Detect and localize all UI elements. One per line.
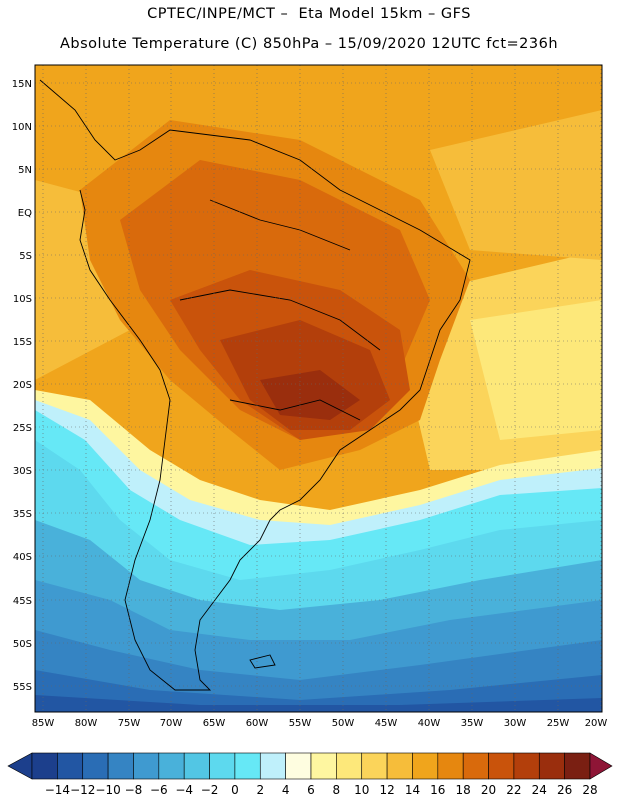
colorbar-label: 24 bbox=[532, 783, 547, 797]
graticule bbox=[35, 65, 602, 712]
lon-label: 30W bbox=[504, 718, 527, 729]
colorbar-cell bbox=[336, 752, 363, 780]
colorbar-cell bbox=[209, 752, 236, 780]
lat-label: 15S bbox=[13, 337, 32, 348]
lat-label: 50S bbox=[13, 639, 32, 650]
lat-label: 30S bbox=[13, 466, 32, 477]
lat-label: EQ bbox=[18, 208, 32, 219]
colorbar-label: 22 bbox=[506, 783, 521, 797]
lon-label: 55W bbox=[289, 718, 312, 729]
colorbar-arrow-low bbox=[7, 752, 33, 780]
lon-label: 60W bbox=[246, 718, 269, 729]
colorbar-cell bbox=[183, 752, 210, 780]
colorbar-cell bbox=[513, 752, 540, 780]
lat-label: 35S bbox=[13, 509, 32, 520]
colorbar-cell bbox=[462, 752, 489, 780]
colorbar-cell bbox=[133, 752, 160, 780]
lon-label: 35W bbox=[461, 718, 484, 729]
lon-label: 50W bbox=[332, 718, 355, 729]
colorbar-cell bbox=[285, 752, 312, 780]
colorbar-cell bbox=[107, 752, 134, 780]
lon-label: 85W bbox=[32, 718, 55, 729]
colorbar-label: −2 bbox=[201, 783, 219, 797]
colorbar-labels: −14 −12 −10 −8 −6 −4 −2 0 2 4 6 8 10 12 14 16 18 20 22 24 26… bbox=[45, 783, 598, 797]
lon-label: 25W bbox=[547, 718, 570, 729]
lat-label: 55S bbox=[13, 682, 32, 693]
colorbar-cell bbox=[412, 752, 439, 780]
colorbar-label: −14 bbox=[45, 783, 70, 797]
lon-label: 80W bbox=[75, 718, 98, 729]
temperature-field bbox=[35, 65, 602, 712]
colorbar-cell bbox=[31, 752, 58, 780]
colorbar-label: 4 bbox=[282, 783, 290, 797]
colorbar-cell bbox=[386, 752, 413, 780]
colorbar-cell bbox=[234, 752, 261, 780]
colorbar-label: −4 bbox=[175, 783, 193, 797]
colorbar-cell bbox=[82, 752, 109, 780]
lat-label: 40S bbox=[13, 552, 32, 563]
colorbar-cell bbox=[57, 752, 84, 780]
colorbar-label: 20 bbox=[481, 783, 496, 797]
temperature-map: 15N 10N 5N EQ 5S 10S 15S 20S 25S 30S 35S… bbox=[12, 64, 608, 729]
lat-label: 20S bbox=[13, 380, 32, 391]
lat-label: 15N bbox=[12, 79, 32, 90]
colorbar-label: −10 bbox=[95, 783, 120, 797]
lon-label: 40W bbox=[418, 718, 441, 729]
colorbar-cell bbox=[310, 752, 337, 780]
colorbar-label: 2 bbox=[256, 783, 264, 797]
colorbar-label: 14 bbox=[405, 783, 420, 797]
colorbar-label: 12 bbox=[379, 783, 394, 797]
colorbar-label: 0 bbox=[231, 783, 239, 797]
lat-label: 10N bbox=[12, 122, 32, 133]
colorbar: −14 −12 −10 −8 −6 −4 −2 0 2 4 6 8 10 12 14 16 18 20 22 24 26… bbox=[7, 752, 613, 797]
colorbar-cell bbox=[259, 752, 286, 780]
lon-tick-labels: 85W 80W 75W 70W 65W 60W 55W 50W 45W 40W … bbox=[32, 718, 608, 729]
colorbar-label: −8 bbox=[125, 783, 143, 797]
colorbar-label: 6 bbox=[307, 783, 315, 797]
colorbar-cell bbox=[361, 752, 388, 780]
lat-label: 5S bbox=[19, 251, 32, 262]
lat-label: 10S bbox=[13, 294, 32, 305]
colorbar-cell bbox=[538, 752, 565, 780]
lon-label: 75W bbox=[118, 718, 141, 729]
colorbar-label: 10 bbox=[354, 783, 369, 797]
colorbar-cell bbox=[488, 752, 515, 780]
colorbar-cell bbox=[564, 752, 591, 780]
lat-label: 5N bbox=[18, 165, 32, 176]
colorbar-cells bbox=[7, 752, 613, 780]
colorbar-label: −6 bbox=[150, 783, 168, 797]
map-frame bbox=[34, 64, 603, 713]
title-line-2: Absolute Temperature (C) 850hPa – 15/09/… bbox=[59, 36, 559, 52]
colorbar-label: −12 bbox=[70, 783, 95, 797]
colorbar-cell bbox=[437, 752, 464, 780]
lon-label: 20W bbox=[585, 718, 608, 729]
colorbar-cell bbox=[158, 752, 185, 780]
colorbar-label: 8 bbox=[333, 783, 341, 797]
lon-label: 70W bbox=[160, 718, 183, 729]
lat-label: 45S bbox=[13, 596, 32, 607]
colorbar-label: 16 bbox=[430, 783, 445, 797]
lat-tick-labels: 15N 10N 5N EQ 5S 10S 15S 20S 25S 30S 35S… bbox=[12, 79, 32, 693]
lon-label: 45W bbox=[375, 718, 398, 729]
colorbar-label: 28 bbox=[582, 783, 597, 797]
colorbar-label: 26 bbox=[557, 783, 572, 797]
title-line-1: CPTEC/INPE/MCT – Eta Model 15km – GFS bbox=[147, 6, 471, 22]
colorbar-label: 18 bbox=[456, 783, 471, 797]
colorbar-arrow-high bbox=[589, 752, 613, 780]
lat-label: 25S bbox=[13, 423, 32, 434]
lon-label: 65W bbox=[203, 718, 226, 729]
